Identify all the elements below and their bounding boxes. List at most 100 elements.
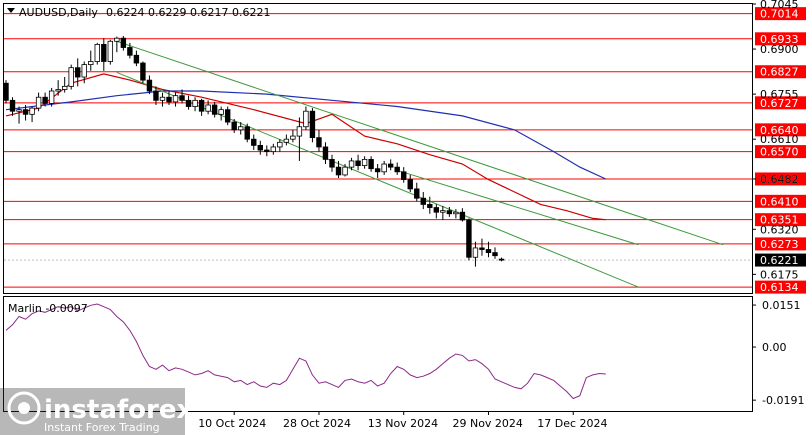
candle-body-up [94,43,100,62]
candle-body-up [290,135,296,140]
level-tag-bg [755,213,806,227]
candle-body-up [192,99,198,107]
candle [472,241,479,267]
candle-body-down [211,104,218,115]
price-panel-frame [3,3,753,294]
candle [29,106,35,123]
time-tick-label: 17 Dec 2024 [537,417,607,430]
candle-body-down [446,210,453,215]
level-tag-bg [755,194,806,208]
channel-mid-line [397,169,639,246]
candle [166,91,172,105]
candle-body-down [420,197,426,205]
candle-body-down [257,144,263,151]
candle [394,162,400,175]
candle-body-down [244,126,250,140]
candle-body-down [101,43,107,62]
candle [140,61,146,84]
time-axis: 10 Oct 2024 28 Oct 2024 13 Nov 2024 29 Nov … [198,411,608,430]
candle [101,38,107,71]
candle-body-down [459,211,466,221]
candle-body-down [479,247,485,250]
candle [264,145,270,157]
chart-ohlc: 0.6224 0.6229 0.6217 0.6221 [106,6,270,19]
price-tick-label: 0.6755 [760,88,799,101]
candle [42,92,48,107]
candle-body-down [198,99,205,112]
candle [238,122,244,135]
level-tag: 0.6482 [760,173,799,186]
candle-body-down [329,158,335,168]
candle [414,182,420,202]
level-tag: 0.6640 [760,124,799,137]
candle-body-up [55,89,61,92]
level-tag-bg [755,237,806,251]
candle [16,106,22,124]
collapse-triangle-icon[interactable] [7,8,15,13]
candle [153,86,159,105]
level-tag: 0.6351 [760,214,799,227]
candle [68,64,74,90]
candle [127,42,133,59]
candle-body-up [270,146,277,153]
candle-body-down [322,146,329,160]
candle-body-up [172,95,179,103]
current-price-tag: 0.6221 [760,254,799,267]
candle [361,156,368,169]
candle [172,92,179,107]
candle [198,98,205,116]
candle-body-down [264,149,270,153]
candle-body-down [224,109,231,123]
candle-body-down [231,121,237,131]
candle-body-up [61,85,68,90]
indicator-tick-label: -0.0191 [762,394,804,407]
candle [355,154,361,171]
indicator-layer [5,303,606,400]
candle [81,61,87,84]
candle-body-up [342,166,348,176]
candle-body-up [440,210,446,213]
candle-body-up [283,138,290,143]
candle [309,108,316,143]
candle [211,101,218,118]
candlesticks [3,36,505,267]
current-price-tag-bg [755,253,806,267]
candle-body-down [133,54,140,64]
level-tag: 0.6727 [760,97,799,110]
time-tick-label: 29 Nov 2024 [452,417,522,430]
candle-body-down [251,138,257,146]
candle-body-up [218,109,224,115]
level-tag-bg [755,123,806,137]
candle [55,80,61,96]
candle [479,238,485,256]
candle-body-down [309,110,316,139]
red-ma-line [5,73,606,221]
candle-body-down [3,82,9,101]
candle-body-down [492,252,498,257]
price-tick-label: 0.6610 [760,133,799,146]
price-tick-label: 0.6900 [760,43,799,56]
candle [270,143,277,155]
candle [133,50,140,67]
candle-body-up [453,211,459,215]
price-tick-label: 0.6482 [760,173,799,186]
candle-body-up [238,126,244,131]
candle [114,36,120,53]
level-tag: 0.6933 [760,33,799,46]
candle-body-down [433,207,440,213]
candle-body-down [22,109,29,115]
indicator-axis: 0.0151 0.00 -0.0191 [752,299,804,407]
candle-body-down [466,219,472,258]
candle-body-up [107,40,114,62]
indicator-tick-label: 0.0151 [762,299,801,312]
candle-body-down [394,166,400,173]
indicator-panel-frame [3,296,753,412]
candle [316,129,322,152]
candle [146,75,153,95]
candle [88,50,94,71]
candle [94,42,100,65]
candle [440,205,446,220]
watermark-brand: instaforex [44,395,194,425]
candle [283,134,290,146]
